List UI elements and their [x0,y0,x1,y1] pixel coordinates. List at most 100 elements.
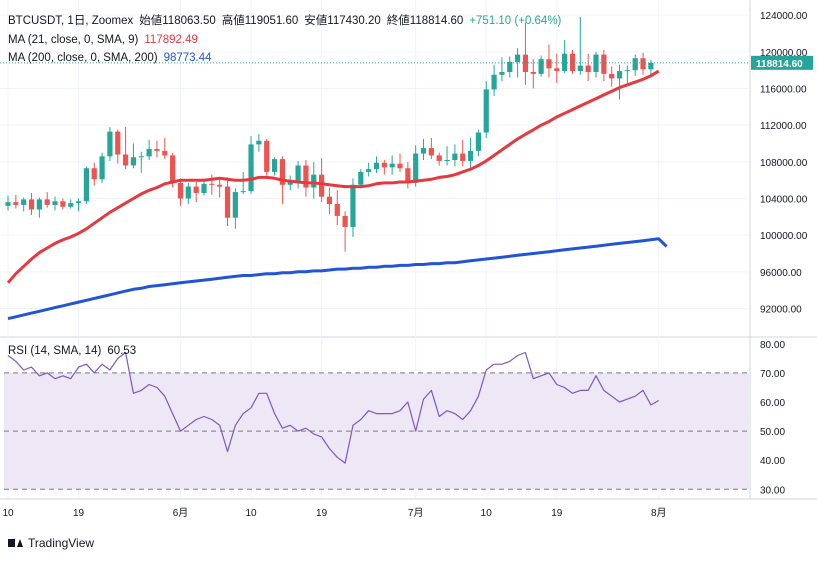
price-tick-label: 124000.00 [760,11,808,22]
open-value: 始値118063.50 [139,15,216,27]
candle-body [569,53,576,72]
candle-body [44,199,50,205]
candle-body [334,204,340,216]
candle-body [287,181,293,185]
candle-body [52,201,58,205]
change-value: +751.10 (+0.64%) [469,15,562,27]
candle-body [138,156,144,158]
candle-body [648,62,654,70]
candle-body [115,131,121,155]
candle-body [436,155,442,161]
candle-body [99,156,105,180]
candle-body [420,148,427,154]
rsi-legend[interactable]: RSI (14, SMA, 14) 60.53 [8,344,142,358]
tradingview-brand: TradingView [28,536,95,550]
candle-body [624,70,630,72]
candle-body [428,148,434,156]
candle-body [373,162,380,170]
candle-body [616,71,623,79]
close-value: 終値118814.60 [386,15,464,27]
candle-body [530,72,536,74]
candle-body [640,58,646,70]
time-tick-label: 10 [245,508,257,519]
candle-body [123,154,129,166]
candle-body [5,202,11,206]
ma21-legend[interactable]: MA (21, close, 0, SMA, 9) 117892.49 [8,33,204,47]
candle-body [130,157,137,166]
ma21-label: MA (21, close, 0, SMA, 9) [8,34,139,46]
rsi-tick-label: 60.00 [760,398,785,409]
candle-body [83,168,89,202]
candle-body [185,186,191,199]
time-tick-label: 19 [551,508,563,519]
price-tick-label: 120000.00 [760,48,808,59]
candle-body [91,168,97,180]
tradingview-logo[interactable]: TradingView [8,536,94,550]
candle-body [28,199,35,210]
symbol-label: BTCUSDT, 1日, Zoomex [8,15,134,27]
candle-body [240,191,246,193]
price-tick-label: 92000.00 [760,305,802,316]
candle-body [162,150,168,156]
candle-body [452,153,458,160]
last-price-label: 118814.60 [756,59,803,70]
candle-body [444,160,450,161]
candle-body [601,54,607,74]
candle-body [538,59,544,74]
price-tick-label: 96000.00 [760,268,802,279]
candle-body [295,165,301,182]
candle-body [515,54,521,62]
candle-body [264,140,270,172]
rsi-value: 60.53 [107,345,137,357]
candle-body [146,149,152,157]
tradingview-icon [8,537,24,549]
candle-body [381,162,387,168]
time-tick-label: 10 [481,508,493,519]
candle-body [170,155,176,183]
candle-body [507,61,513,72]
candle-body [21,199,27,205]
ma200-label: MA (200, close, 0, SMA, 200) [8,52,158,64]
candle-body [311,174,317,188]
high-value: 高値119051.60 [221,15,299,27]
candle-body [319,174,325,197]
rsi-label: RSI (14, SMA, 14) [8,345,102,357]
time-tick-label: 8月 [651,507,667,519]
time-tick-label: 6月 [173,507,189,519]
candle-body [326,196,333,204]
candle-body [483,89,489,133]
price-tick-label: 108000.00 [760,158,808,169]
price-tick-label: 100000.00 [760,231,808,242]
candle-body [467,150,474,161]
low-value: 安値117430.20 [304,15,381,27]
candle-body [217,184,223,187]
candle-body [232,192,238,218]
rsi-tick-label: 30.00 [760,485,785,496]
candle-body [177,182,184,199]
candle-body [585,65,591,72]
candle-body [342,215,348,227]
candle-body [303,165,309,188]
candle-body [68,203,74,207]
candle-body [248,144,254,192]
candle-body [405,168,411,183]
last-price-badge [751,55,813,70]
price-tick-label: 104000.00 [760,195,808,206]
candle-body [209,183,215,185]
candle-body [554,68,560,72]
candle-body [358,171,364,185]
candle-body [475,132,481,151]
candle-body [413,153,419,183]
candle-body [271,159,278,172]
ma200-legend[interactable]: MA (200, close, 0, SMA, 200) 98773.44 [8,51,218,65]
candle-body [491,74,497,90]
candle-body [389,163,395,168]
candle-body [154,149,160,151]
rsi-tick-label: 50.00 [760,427,785,438]
rsi-tick-label: 70.00 [760,369,785,380]
candle-body [256,140,262,145]
candle-body [36,199,42,210]
candle-body [75,201,82,204]
